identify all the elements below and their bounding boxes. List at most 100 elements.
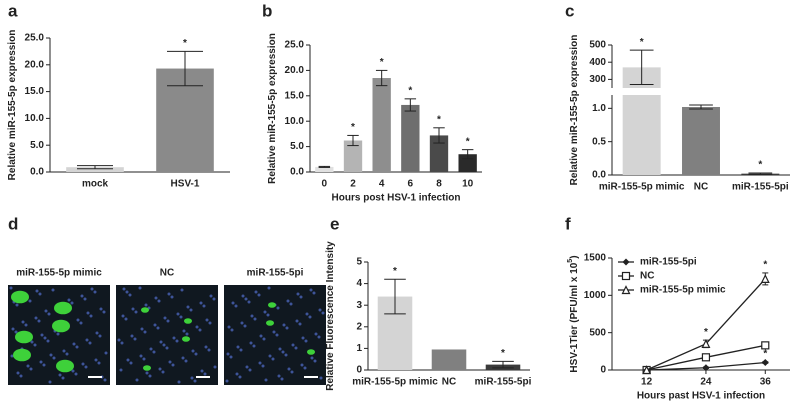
nucleus	[185, 332, 189, 336]
nucleus	[103, 378, 107, 382]
y-axis-label-part: Relative miR-155-5p expression	[7, 30, 18, 181]
nucleus	[191, 349, 195, 353]
nucleus	[120, 341, 124, 345]
y-axis-label: Relative miR-155-5p expression	[267, 33, 278, 184]
legend-marker	[621, 285, 631, 295]
nucleus	[263, 310, 267, 314]
bar	[66, 167, 124, 172]
micrograph	[224, 285, 326, 385]
error-bar	[384, 278, 406, 315]
nucleus	[181, 356, 185, 360]
nucleus	[247, 300, 251, 304]
y-tick-label: 500	[589, 327, 606, 338]
nucleus	[72, 342, 76, 346]
nucleus	[75, 345, 79, 349]
nucleus	[171, 363, 175, 367]
nucleus	[11, 327, 15, 331]
nucleus	[250, 314, 254, 318]
error-bar	[77, 165, 113, 170]
x-tick-label: HSV-1	[171, 179, 200, 190]
bar	[315, 166, 334, 172]
nucleus	[314, 332, 318, 336]
error-bar	[347, 134, 359, 147]
nucleus	[159, 340, 163, 344]
nucleus	[301, 336, 305, 340]
nucleus	[145, 371, 149, 375]
nucleus	[93, 290, 97, 294]
nucleus	[157, 299, 161, 303]
marker	[701, 353, 711, 362]
nucleus	[10, 354, 14, 358]
nucleus	[80, 294, 84, 298]
nucleus	[170, 295, 174, 299]
image-caption: miR-155-5p mimic	[16, 268, 102, 279]
fluorescence	[143, 365, 151, 371]
nucleus	[289, 302, 293, 306]
y-tick-label: 0.5	[592, 136, 606, 147]
marker	[761, 359, 769, 367]
nucleus	[195, 325, 199, 329]
bar	[401, 104, 420, 172]
nucleus	[81, 362, 85, 366]
nucleus	[166, 319, 170, 323]
nucleus	[65, 352, 69, 356]
nucleus	[240, 321, 244, 325]
nucleus	[43, 336, 47, 340]
nucleus	[296, 292, 300, 296]
nucleus	[33, 343, 37, 347]
significance-mark: *	[466, 136, 470, 147]
nucleus	[205, 318, 209, 322]
nucleus	[119, 368, 123, 372]
y-tick-label: 0	[600, 365, 606, 376]
nucleus	[61, 376, 65, 380]
nucleus	[258, 361, 262, 365]
nucleus	[24, 323, 28, 327]
nucleus	[163, 316, 167, 320]
nucleus	[254, 290, 258, 294]
nucleus	[102, 310, 106, 314]
nucleus	[62, 349, 66, 353]
nucleus	[149, 347, 153, 351]
nucleus	[226, 352, 230, 356]
nucleus	[235, 372, 239, 376]
y-tick-label: 2	[356, 321, 362, 332]
nucleus	[227, 325, 231, 329]
nucleus	[156, 326, 160, 330]
y-axis-label-end: )	[569, 255, 580, 258]
x-axis-label: Hours post HSV-1 infection	[332, 193, 461, 204]
nucleus	[143, 330, 147, 334]
y-tick-label: 500	[589, 40, 606, 51]
y-tick-label: 1.0	[592, 103, 606, 114]
y-tick-label: 4	[356, 278, 362, 289]
fluorescence	[54, 301, 72, 315]
nucleus	[202, 304, 206, 308]
nucleus	[14, 330, 18, 334]
nucleus	[257, 293, 261, 297]
significance-mark: *	[640, 37, 644, 48]
significance-mark: *	[763, 348, 767, 359]
nucleus	[85, 338, 89, 342]
nucleus	[89, 314, 93, 318]
nucleus	[165, 346, 169, 350]
nucleus	[9, 286, 13, 290]
nucleus	[204, 345, 208, 349]
panel-letter: e	[330, 214, 339, 233]
nucleus	[104, 351, 108, 355]
marker	[761, 341, 770, 350]
nucleus	[231, 301, 235, 305]
fluorescence	[13, 348, 31, 362]
nucleus	[203, 372, 207, 376]
bar	[372, 78, 391, 172]
nucleus	[46, 339, 50, 343]
nucleus	[194, 352, 198, 356]
y-tick-label: 15.0	[285, 90, 305, 101]
x-tick-label: miR-155-5p mimic	[352, 377, 438, 388]
significance-mark: *	[393, 266, 397, 277]
y-tick-label: 10.0	[25, 113, 45, 124]
nucleus	[189, 308, 193, 312]
error-bar	[748, 172, 773, 175]
nucleus	[291, 343, 295, 347]
nucleus	[238, 375, 242, 379]
significance-mark: *	[437, 114, 441, 125]
x-tick-label: 10	[462, 179, 474, 190]
